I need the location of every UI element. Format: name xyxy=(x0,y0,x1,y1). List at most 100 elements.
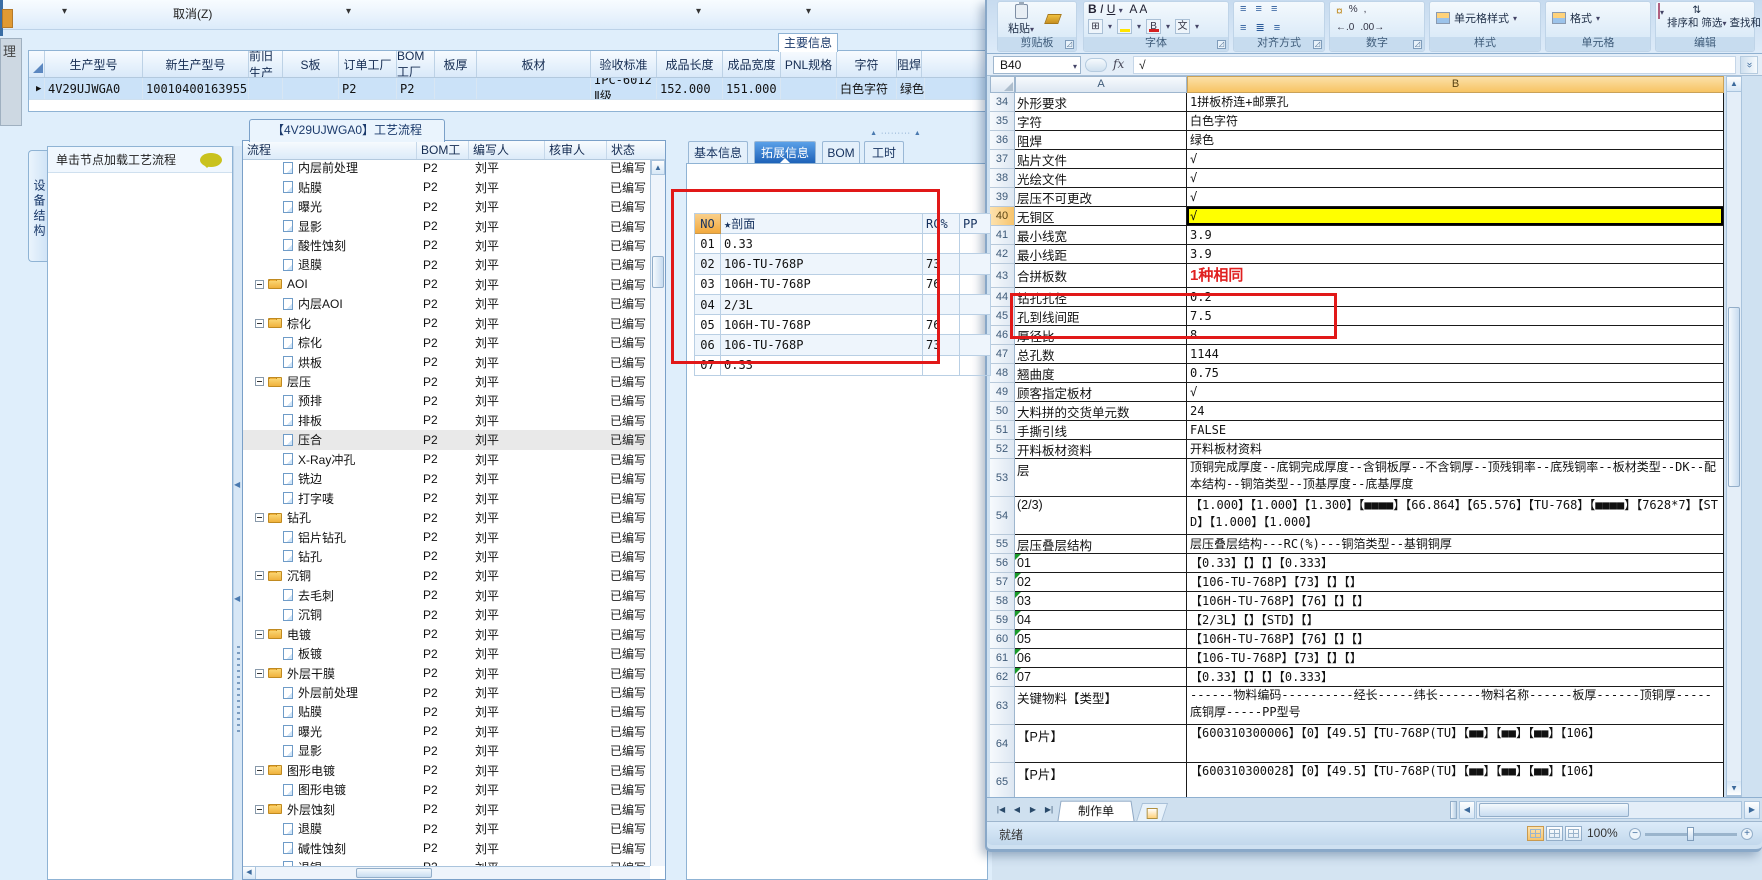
cell-b[interactable]: 0.75 xyxy=(1187,364,1724,383)
tree-node[interactable]: 贴膜 xyxy=(243,703,417,720)
font-style-buttons[interactable]: B I U ▾ A A xyxy=(1088,2,1147,17)
cell-styles-button[interactable]: 单元格样式 ▾ xyxy=(1436,10,1517,26)
tab-device-structure[interactable]: 设备结构 xyxy=(28,150,48,262)
cell-a[interactable]: 字符 xyxy=(1015,112,1187,131)
tree-node[interactable]: 外层前处理 xyxy=(243,684,417,701)
splitter-grip[interactable] xyxy=(237,646,240,736)
cell-a[interactable]: 大料拼的交货单元数 xyxy=(1015,402,1187,421)
section-table-row[interactable]: 02 106-TU-768P 73 xyxy=(695,254,991,275)
tree-row[interactable]: 内层AOI P2 刘平 已编写 xyxy=(243,294,650,313)
zoom-level[interactable]: 100% xyxy=(1587,826,1618,840)
tree-row[interactable]: 沉铜 P2 刘平 已编写 xyxy=(243,605,650,624)
cell-b[interactable]: 【1.000】【1.000】【1.300】【■■■■】【66.864】【65.5… xyxy=(1187,497,1724,535)
cell-a[interactable]: 【P片】 xyxy=(1015,763,1187,797)
main-info-column-header[interactable]: 验收标准 xyxy=(591,51,657,77)
main-info-cell[interactable] xyxy=(477,78,591,99)
tree-expander-icon[interactable] xyxy=(255,318,264,328)
sort-filter-button[interactable]: ⇅ 排序和 筛选▾ xyxy=(1667,4,1727,29)
row-header[interactable]: 55 xyxy=(990,535,1015,554)
row-header[interactable]: 58 xyxy=(990,592,1015,611)
tree-row[interactable]: 铣边 P2 刘平 已编写 xyxy=(243,469,650,488)
tree-node[interactable]: 钻孔 xyxy=(243,548,417,565)
tree-row[interactable]: 外层前处理 P2 刘平 已编写 xyxy=(243,683,650,702)
cell-b[interactable]: 【106H-TU-768P】【76】【】【】 xyxy=(1187,592,1724,611)
sheet-tab-zhizuodan[interactable]: 制作单 xyxy=(1057,800,1135,823)
main-info-cell[interactable]: 10010400163955 xyxy=(143,78,249,99)
comma-format-icon[interactable]: , xyxy=(1363,4,1367,15)
main-info-cell[interactable]: P2 xyxy=(339,78,397,99)
tree-expander-icon[interactable] xyxy=(255,668,264,678)
scroll-left-icon[interactable]: ◀ xyxy=(243,867,256,879)
next-sheet-icon[interactable]: ▶ xyxy=(1029,805,1037,814)
section-table-row[interactable]: 05 106H-TU-768P 76 xyxy=(695,315,991,336)
cell-b[interactable]: 【0.33】【】【】【0.333】 xyxy=(1187,668,1724,687)
dropdown-icon[interactable]: ▾ xyxy=(1118,6,1123,15)
tree-row[interactable]: 棕化 P2 刘平 已编写 xyxy=(243,314,650,333)
dropdown-icon[interactable]: ▾ xyxy=(1137,22,1142,31)
main-info-cell[interactable]: 152.000 xyxy=(657,78,723,99)
tree-row[interactable]: 打字唛 P2 刘平 已编写 xyxy=(243,488,650,507)
italic-icon[interactable]: I xyxy=(1100,2,1104,16)
dialog-launcher-icon[interactable]: ◿ xyxy=(1065,40,1074,49)
insert-sheet-icon[interactable] xyxy=(1135,803,1169,822)
row-header[interactable]: 65 xyxy=(990,763,1015,797)
tree-node[interactable]: 钻孔 xyxy=(243,509,417,526)
cell-b[interactable]: 层压叠层结构---RC(%)---铜箔类型--基铜铜厚 xyxy=(1187,535,1724,554)
tree-node[interactable]: 内层前处理 xyxy=(243,160,417,176)
find-select-button[interactable]: 查找和 选择▾ xyxy=(1729,17,1762,29)
cell-a[interactable]: 总孔数 xyxy=(1015,345,1187,364)
tree-node[interactable]: 显影 xyxy=(243,742,417,759)
tree-row[interactable]: 曝光 P2 刘平 已编写 xyxy=(243,197,650,216)
page-break-view-icon[interactable] xyxy=(1565,826,1582,841)
main-info-cell[interactable]: 绿色 xyxy=(897,78,926,99)
section-table-row[interactable]: 06 106-TU-768P 73 xyxy=(695,335,991,356)
fill-color-icon[interactable] xyxy=(1117,19,1133,34)
main-info-column-header[interactable]: 板厚 xyxy=(435,51,477,77)
main-info-column-header[interactable]: 订单工厂 xyxy=(339,51,397,77)
tree-node[interactable]: 图形电镀 xyxy=(243,781,417,798)
tab-split-handle[interactable] xyxy=(1450,801,1457,819)
cell-a[interactable]: (2/3) xyxy=(1015,497,1187,535)
main-info-cell[interactable]: 4V29UJWGA0 xyxy=(45,78,143,99)
tree-node[interactable]: 曝光 xyxy=(243,723,417,740)
tree-node[interactable]: 显影 xyxy=(243,218,417,235)
scrollbar-thumb[interactable] xyxy=(652,256,664,288)
cell-b[interactable]: 顶铜完成厚度--底铜完成厚度--含铜板厚--不含铜厚--顶残铜率--底残铜率--… xyxy=(1187,459,1724,497)
zoom-in-icon[interactable]: + xyxy=(1741,828,1753,840)
tree-node[interactable]: 铝片钻孔 xyxy=(243,529,417,546)
row-header[interactable]: 52 xyxy=(990,440,1015,459)
main-info-column-header[interactable]: 成品长度 xyxy=(657,51,723,77)
cell-b[interactable]: 7.5 xyxy=(1187,307,1724,326)
tree-expander-icon[interactable] xyxy=(255,765,264,775)
scroll-up-icon[interactable]: ▲ xyxy=(651,160,665,175)
scrollbar-thumb[interactable] xyxy=(1479,803,1629,817)
cell-b[interactable]: √ xyxy=(1187,150,1724,169)
tree-expander-icon[interactable] xyxy=(255,279,264,289)
tree-node[interactable]: 打字唛 xyxy=(243,490,417,507)
tree-node[interactable]: 退膜 xyxy=(243,256,417,273)
grow-shrink-font-icon[interactable]: A A xyxy=(1129,2,1148,16)
percent-format-icon[interactable]: % xyxy=(1348,4,1358,15)
collapse-left-icon[interactable]: ◀ xyxy=(234,594,241,603)
row-header[interactable]: 41 xyxy=(990,226,1015,245)
main-info-cell[interactable] xyxy=(781,78,837,99)
phonetic-guide-icon[interactable]: 文 xyxy=(1175,19,1191,34)
row-header[interactable]: 47 xyxy=(990,345,1015,364)
zoom-out-icon[interactable]: − xyxy=(1629,828,1641,840)
tree-row[interactable]: 显影 P2 刘平 已编写 xyxy=(243,216,650,235)
section-table-row[interactable]: 01 0.33 xyxy=(695,234,991,255)
tree-node[interactable]: 沉铜 xyxy=(243,606,417,623)
tree-row[interactable]: 板镀 P2 刘平 已编写 xyxy=(243,644,650,663)
font-color-icon[interactable]: B xyxy=(1146,19,1162,34)
tree-node[interactable]: 棕化 xyxy=(243,334,417,351)
cell-b[interactable]: 1种相同 xyxy=(1187,264,1724,288)
main-info-cell[interactable]: 151.000 xyxy=(723,78,781,99)
tree-node[interactable]: 压合 xyxy=(243,431,417,448)
row-header[interactable]: 53 xyxy=(990,459,1015,497)
cell-a[interactable]: 手撕引线 xyxy=(1015,421,1187,440)
row-header[interactable]: 63 xyxy=(990,687,1015,725)
scrollbar-thumb[interactable] xyxy=(1728,307,1740,487)
tree-row[interactable]: 层压 P2 刘平 已编写 xyxy=(243,372,650,391)
scroll-up-icon[interactable]: ▲ xyxy=(1727,77,1741,92)
dialog-launcher-icon[interactable]: ◿ xyxy=(1217,40,1226,49)
